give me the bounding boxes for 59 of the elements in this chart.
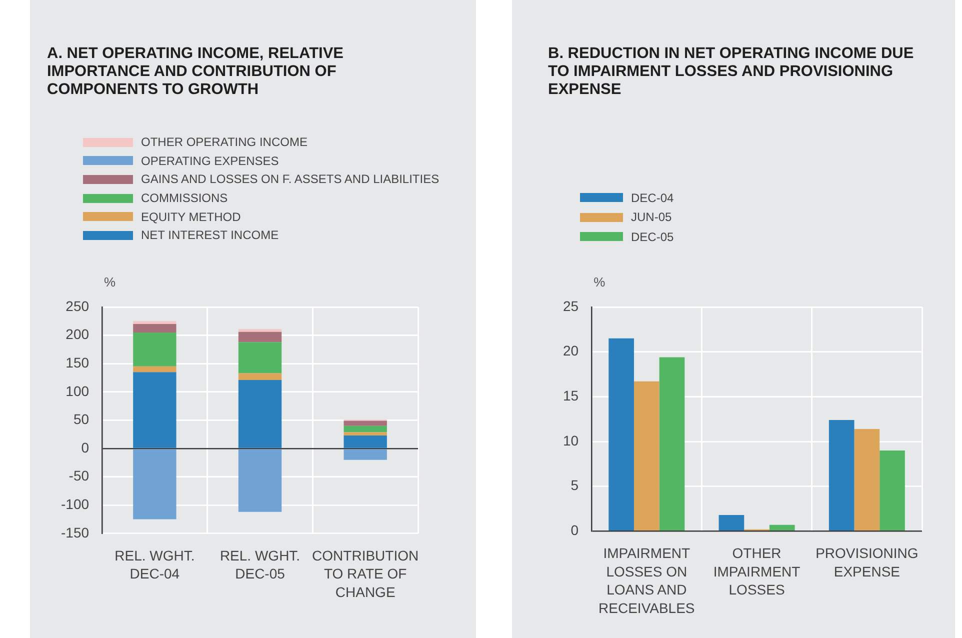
- legend-label: DEC-05: [631, 230, 674, 244]
- bar: [133, 324, 176, 332]
- bar: [854, 428, 880, 531]
- legend-label: EQUITY METHOD: [141, 210, 241, 224]
- x-tick-label: REL. WGHT. DEC-05: [220, 547, 300, 582]
- chart-title: A. NET OPERATING INCOME, RELATIVE IMPORTANCE AND CONTRIBUTION OF COMPONENTS TO GROWTH: [47, 45, 345, 99]
- bar: [344, 435, 387, 448]
- y-tick-label: 5: [570, 477, 579, 494]
- bar: [238, 380, 282, 448]
- x-tick-label: REL. WGHT. DEC-04: [114, 547, 195, 582]
- legend-label: OPERATING EXPENSES: [141, 154, 279, 168]
- legend-label: NET INTEREST INCOME: [141, 228, 279, 242]
- legend-label: DEC-04: [631, 190, 674, 205]
- bar: [238, 342, 282, 374]
- x-tick-label: OTHER IMPAIRMENT LOSSES: [713, 545, 801, 598]
- x-tick-label: CONTRIBUTION TO RATE OF CHANGE: [312, 547, 419, 600]
- legend-label: COMMISSIONS: [141, 191, 228, 206]
- bar: [344, 426, 387, 432]
- bar: [659, 357, 685, 531]
- y-tick-label: 50: [73, 411, 90, 428]
- bar: [238, 332, 282, 342]
- legend-label: JUN-05: [631, 210, 672, 224]
- y-tick-label: 10: [562, 432, 579, 448]
- y-tick-label: 100: [66, 382, 90, 399]
- chart-title: B. REDUCTION IN NET OPERATING INCOME DUE TO IMPAIRMENT LOSSES AND PROVISIONING EXPENSE: [548, 45, 915, 99]
- y-tick-label: -100: [60, 496, 90, 512]
- bar: [828, 420, 854, 531]
- x-tick-label: PROVISIONING EXPENSE: [816, 545, 918, 580]
- bar: [880, 450, 905, 531]
- bar: [238, 373, 282, 380]
- y-tick-label: -150: [60, 524, 90, 540]
- bar: [608, 338, 634, 531]
- bar: [718, 515, 744, 531]
- bar: [344, 449, 387, 460]
- y-tick-label: 0: [81, 439, 90, 456]
- bar: [238, 449, 282, 512]
- y-tick-label: 20: [562, 342, 579, 359]
- x-tick-label: IMPAIRMENT LOSSES ON LOANS AND RECEIVABLES: [598, 545, 695, 616]
- y-tick-label: 0: [570, 522, 579, 538]
- legend-label: GAINS AND LOSSES ON F. ASSETS AND LIABILITIES: [141, 172, 440, 186]
- y-tick-label: 250: [66, 298, 90, 314]
- y-tick-label: 25: [562, 298, 579, 314]
- bar: [769, 524, 795, 531]
- y-tick-label: -50: [68, 468, 90, 484]
- y-axis-title: %: [104, 274, 116, 290]
- bar: [238, 329, 282, 332]
- bar: [344, 420, 387, 426]
- legend-label: OTHER OPERATING INCOME: [141, 135, 308, 150]
- bar: [634, 381, 660, 531]
- y-tick-label: 150: [66, 354, 90, 370]
- bar: [133, 372, 176, 448]
- bar: [133, 321, 176, 324]
- bar: [344, 432, 387, 436]
- bar: [133, 332, 176, 366]
- y-tick-label: 15: [562, 388, 579, 404]
- bar: [133, 449, 176, 520]
- y-tick-label: 200: [66, 326, 90, 342]
- y-axis-title: %: [594, 274, 606, 290]
- bar: [133, 366, 176, 372]
